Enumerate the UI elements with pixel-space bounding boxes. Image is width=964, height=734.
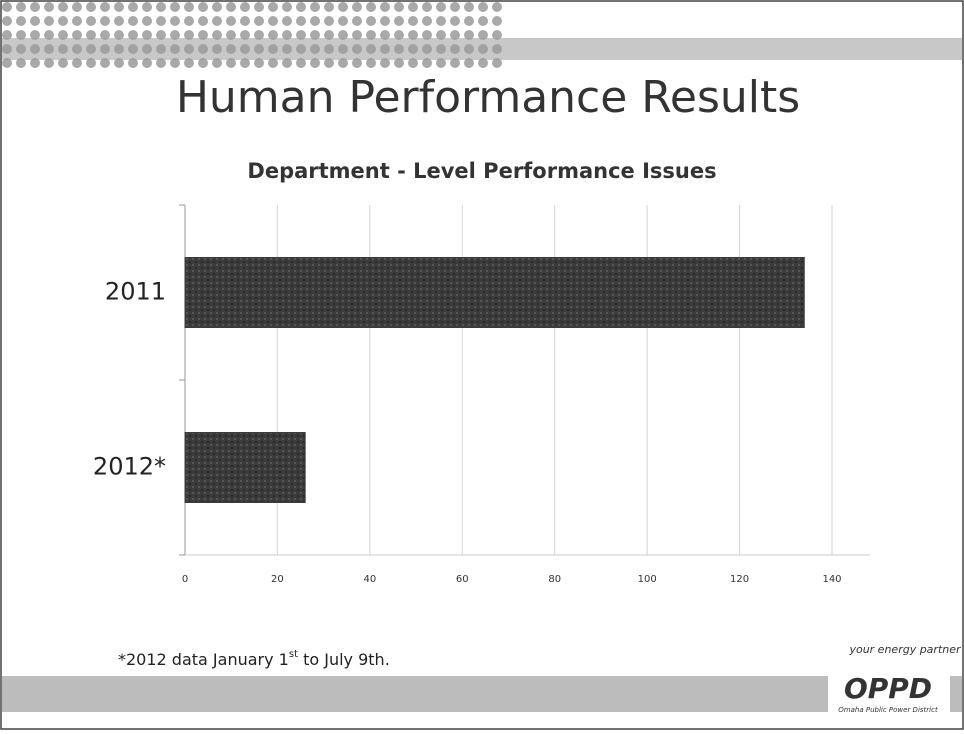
bar: [185, 258, 804, 328]
x-tick-label: 120: [730, 574, 749, 585]
page: {"chart_data": {"type": "bar", "orientat…: [0, 0, 964, 730]
bar: [185, 433, 305, 503]
x-tick-label: 140: [822, 574, 841, 585]
footnote: *2012 data January 1st to July 9th.: [118, 649, 390, 669]
x-tick-label: 0: [182, 574, 188, 585]
slide-title: Human Performance Results: [176, 72, 800, 123]
footer-band: [2, 676, 962, 712]
footnote-superscript: st: [289, 649, 298, 660]
header-dots: [2, 0, 502, 70]
y-tick-label: 2012*: [93, 453, 166, 481]
footnote-text: *2012 data January 1: [118, 650, 289, 669]
logo-tagline: your energy partner: [848, 643, 962, 656]
x-tick-label: 60: [456, 574, 469, 585]
y-tick-label: 2011: [105, 278, 166, 306]
x-tick-label: 100: [638, 574, 657, 585]
logo-name: OPPD: [844, 672, 932, 705]
x-tick-label: 40: [363, 574, 376, 585]
slide: Human Performance Results Department - L…: [0, 0, 964, 730]
chart-title: Department - Level Performance Issues: [247, 159, 716, 183]
x-tick-label: 20: [271, 574, 284, 585]
logo-subtitle: Omaha Public Power District: [838, 706, 938, 714]
x-tick-label: 80: [548, 574, 561, 585]
footnote-text: to July 9th.: [298, 650, 390, 669]
